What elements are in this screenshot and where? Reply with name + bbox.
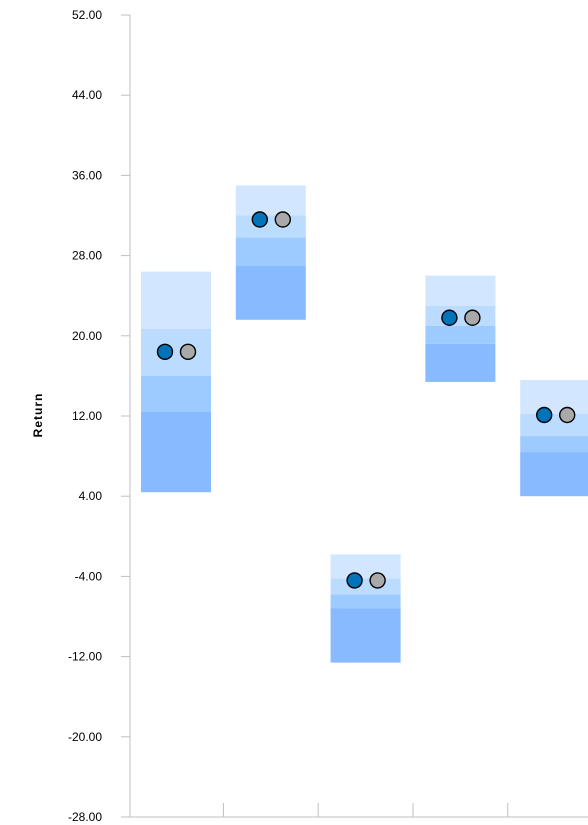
y-tick-label: -4.00 (75, 569, 103, 583)
marker-secondary (179, 343, 197, 361)
box (330, 554, 401, 663)
box-band-bottom (141, 411, 211, 493)
box-band-bottom (330, 608, 401, 663)
box-band-upper-mid (330, 578, 401, 595)
boxes (141, 185, 588, 663)
y-tick-label: 36.00 (72, 168, 102, 182)
y-tick-label: 28.00 (72, 249, 102, 263)
y-tick-label: -12.00 (68, 650, 102, 664)
box-band-top (520, 379, 588, 414)
box-band-lower-mid (425, 325, 496, 344)
marker-primary (536, 406, 553, 424)
markers (156, 211, 576, 589)
box-band-lower-mid (330, 594, 401, 609)
box-band-upper-mid (425, 305, 496, 326)
box-band-top (235, 185, 306, 216)
y-tick-label: 20.00 (72, 329, 102, 343)
marker-primary (441, 309, 458, 326)
box-band-top (425, 275, 496, 306)
y-tick-label: 4.00 (79, 489, 103, 503)
box-band-bottom (520, 452, 588, 497)
box (520, 379, 588, 497)
box-band-top (141, 271, 211, 329)
box-band-upper-mid (141, 328, 211, 376)
y-axis-label: Return (31, 393, 45, 438)
box (235, 185, 306, 320)
box-band-top (330, 554, 401, 579)
axes: 52.00 44.00 36.00 28.00 20.00 12.00 4.00 -4.00 -… (68, 8, 588, 824)
marker-secondary (369, 572, 386, 589)
box-band-lower-mid (520, 436, 588, 453)
y-tick-label: -28.00 (68, 810, 102, 824)
y-tick-label: 44.00 (72, 88, 102, 102)
box-band-lower-mid (235, 237, 306, 266)
y-tick-label: -20.00 (68, 730, 102, 744)
marker-primary (251, 211, 268, 228)
y-tick-label: 12.00 (72, 409, 102, 423)
box-band-bottom (235, 265, 306, 320)
box-band-lower-mid (141, 375, 211, 412)
marker-secondary (559, 406, 576, 424)
box-band-upper-mid (235, 215, 306, 238)
marker-primary (346, 572, 363, 589)
box-band-bottom (425, 343, 496, 382)
box (425, 275, 496, 382)
box (141, 271, 211, 493)
marker-secondary (274, 211, 291, 228)
marker-secondary (464, 309, 481, 326)
marker-primary (156, 343, 174, 361)
y-tick-label: 52.00 (72, 8, 102, 22)
box-band-upper-mid (520, 413, 588, 437)
